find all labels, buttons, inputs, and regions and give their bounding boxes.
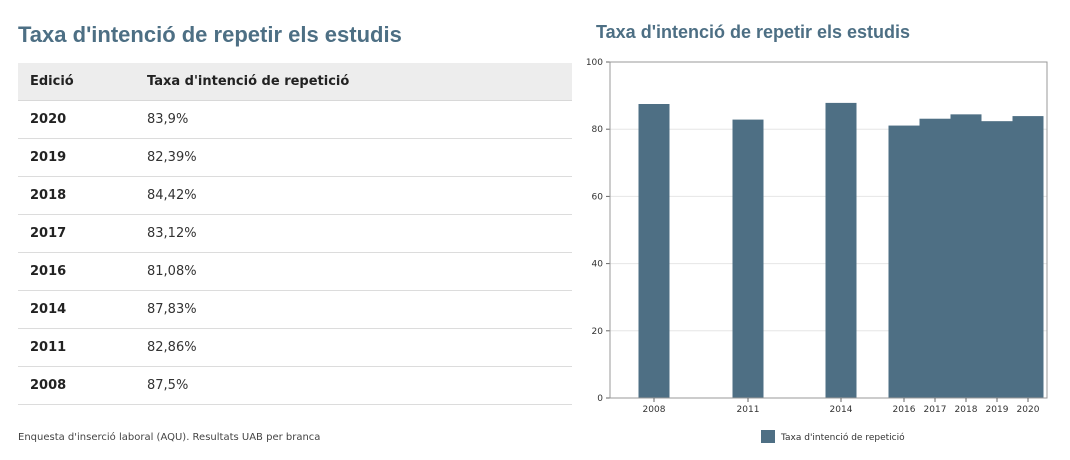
table-row: 2018 84,42% [18, 176, 572, 215]
rate-cell: 87,83% [147, 290, 572, 329]
table-row: 2019 82,39% [18, 138, 572, 177]
year-cell: 2008 [18, 366, 147, 405]
x-tick-label: 2016 [893, 405, 916, 415]
plot-frame [609, 61, 1048, 399]
y-tick-label: 0 [597, 394, 603, 404]
year-cell: 2017 [18, 214, 147, 253]
bar-2017 [919, 118, 951, 398]
bar-2014 [825, 102, 857, 398]
table-row: 2016 81,08% [18, 252, 572, 291]
bar-2018 [950, 114, 982, 398]
year-cell: 2011 [18, 328, 147, 367]
bar-2019 [981, 121, 1013, 398]
bar-2011 [732, 119, 764, 399]
source-caption: Enquesta d'inserció laboral (AQU). Resul… [18, 432, 321, 443]
rate-cell: 82,86% [147, 328, 572, 367]
page-title: Taxa d'intenció de repetir els estudis [18, 22, 402, 47]
rate-cell: 81,08% [147, 252, 572, 291]
legend-swatch [761, 430, 775, 443]
rate-cell: 83,12% [147, 214, 572, 253]
x-tick-label: 2008 [643, 405, 666, 415]
x-tick-label: 2020 [1017, 405, 1040, 415]
y-tick-label: 20 [592, 327, 604, 337]
table-row: 2020 83,9% [18, 100, 572, 139]
legend-label: Taxa d'intenció de repetició [780, 432, 905, 443]
year-cell: 2016 [18, 252, 147, 291]
table-row: 2008 87,5% [18, 366, 572, 405]
results-table: Edició Taxa d'intenció de repetició 2020… [18, 63, 572, 405]
bar-chart: 0 20 40 60 80 100 2008 2011 2014 2016 2017 2018 2019… [586, 58, 1048, 443]
header-taxa: Taxa d'intenció de repetició [147, 63, 572, 101]
x-tick-label: 2019 [986, 405, 1009, 415]
y-tick-label: 40 [592, 260, 604, 270]
year-cell: 2020 [18, 100, 147, 139]
chart-legend[interactable]: Taxa d'intenció de repetició [761, 430, 905, 443]
y-tick-label: 80 [592, 125, 604, 135]
table-row: 2017 83,12% [18, 214, 572, 253]
bar-2020 [1012, 116, 1044, 398]
bar-2016 [888, 125, 920, 398]
chart-axes: 0 20 40 60 80 100 2008 2011 2014 2016 2017 2018 2019… [586, 58, 1048, 415]
year-cell: 2018 [18, 176, 147, 215]
x-tick-label: 2018 [955, 405, 978, 415]
bar-2008 [638, 104, 670, 398]
table-row: 2011 82,86% [18, 328, 572, 367]
y-tick-label: 60 [592, 192, 604, 202]
rate-cell: 83,9% [147, 100, 572, 139]
rate-cell: 82,39% [147, 138, 572, 177]
header-edicio: Edició [18, 63, 147, 101]
rate-cell: 87,5% [147, 366, 572, 405]
chart-title: Taxa d'intenció de repetir els estudis [596, 22, 911, 42]
y-tick-label: 100 [586, 58, 603, 68]
x-tick-label: 2014 [830, 405, 853, 415]
chart-bars [638, 102, 1044, 399]
table-header-row: Edició Taxa d'intenció de repetició [18, 63, 572, 101]
x-tick-label: 2011 [737, 405, 760, 415]
x-tick-label: 2017 [924, 405, 947, 415]
year-cell: 2014 [18, 290, 147, 329]
rate-cell: 84,42% [147, 176, 572, 215]
table-row: 2014 87,83% [18, 290, 572, 329]
year-cell: 2019 [18, 138, 147, 177]
